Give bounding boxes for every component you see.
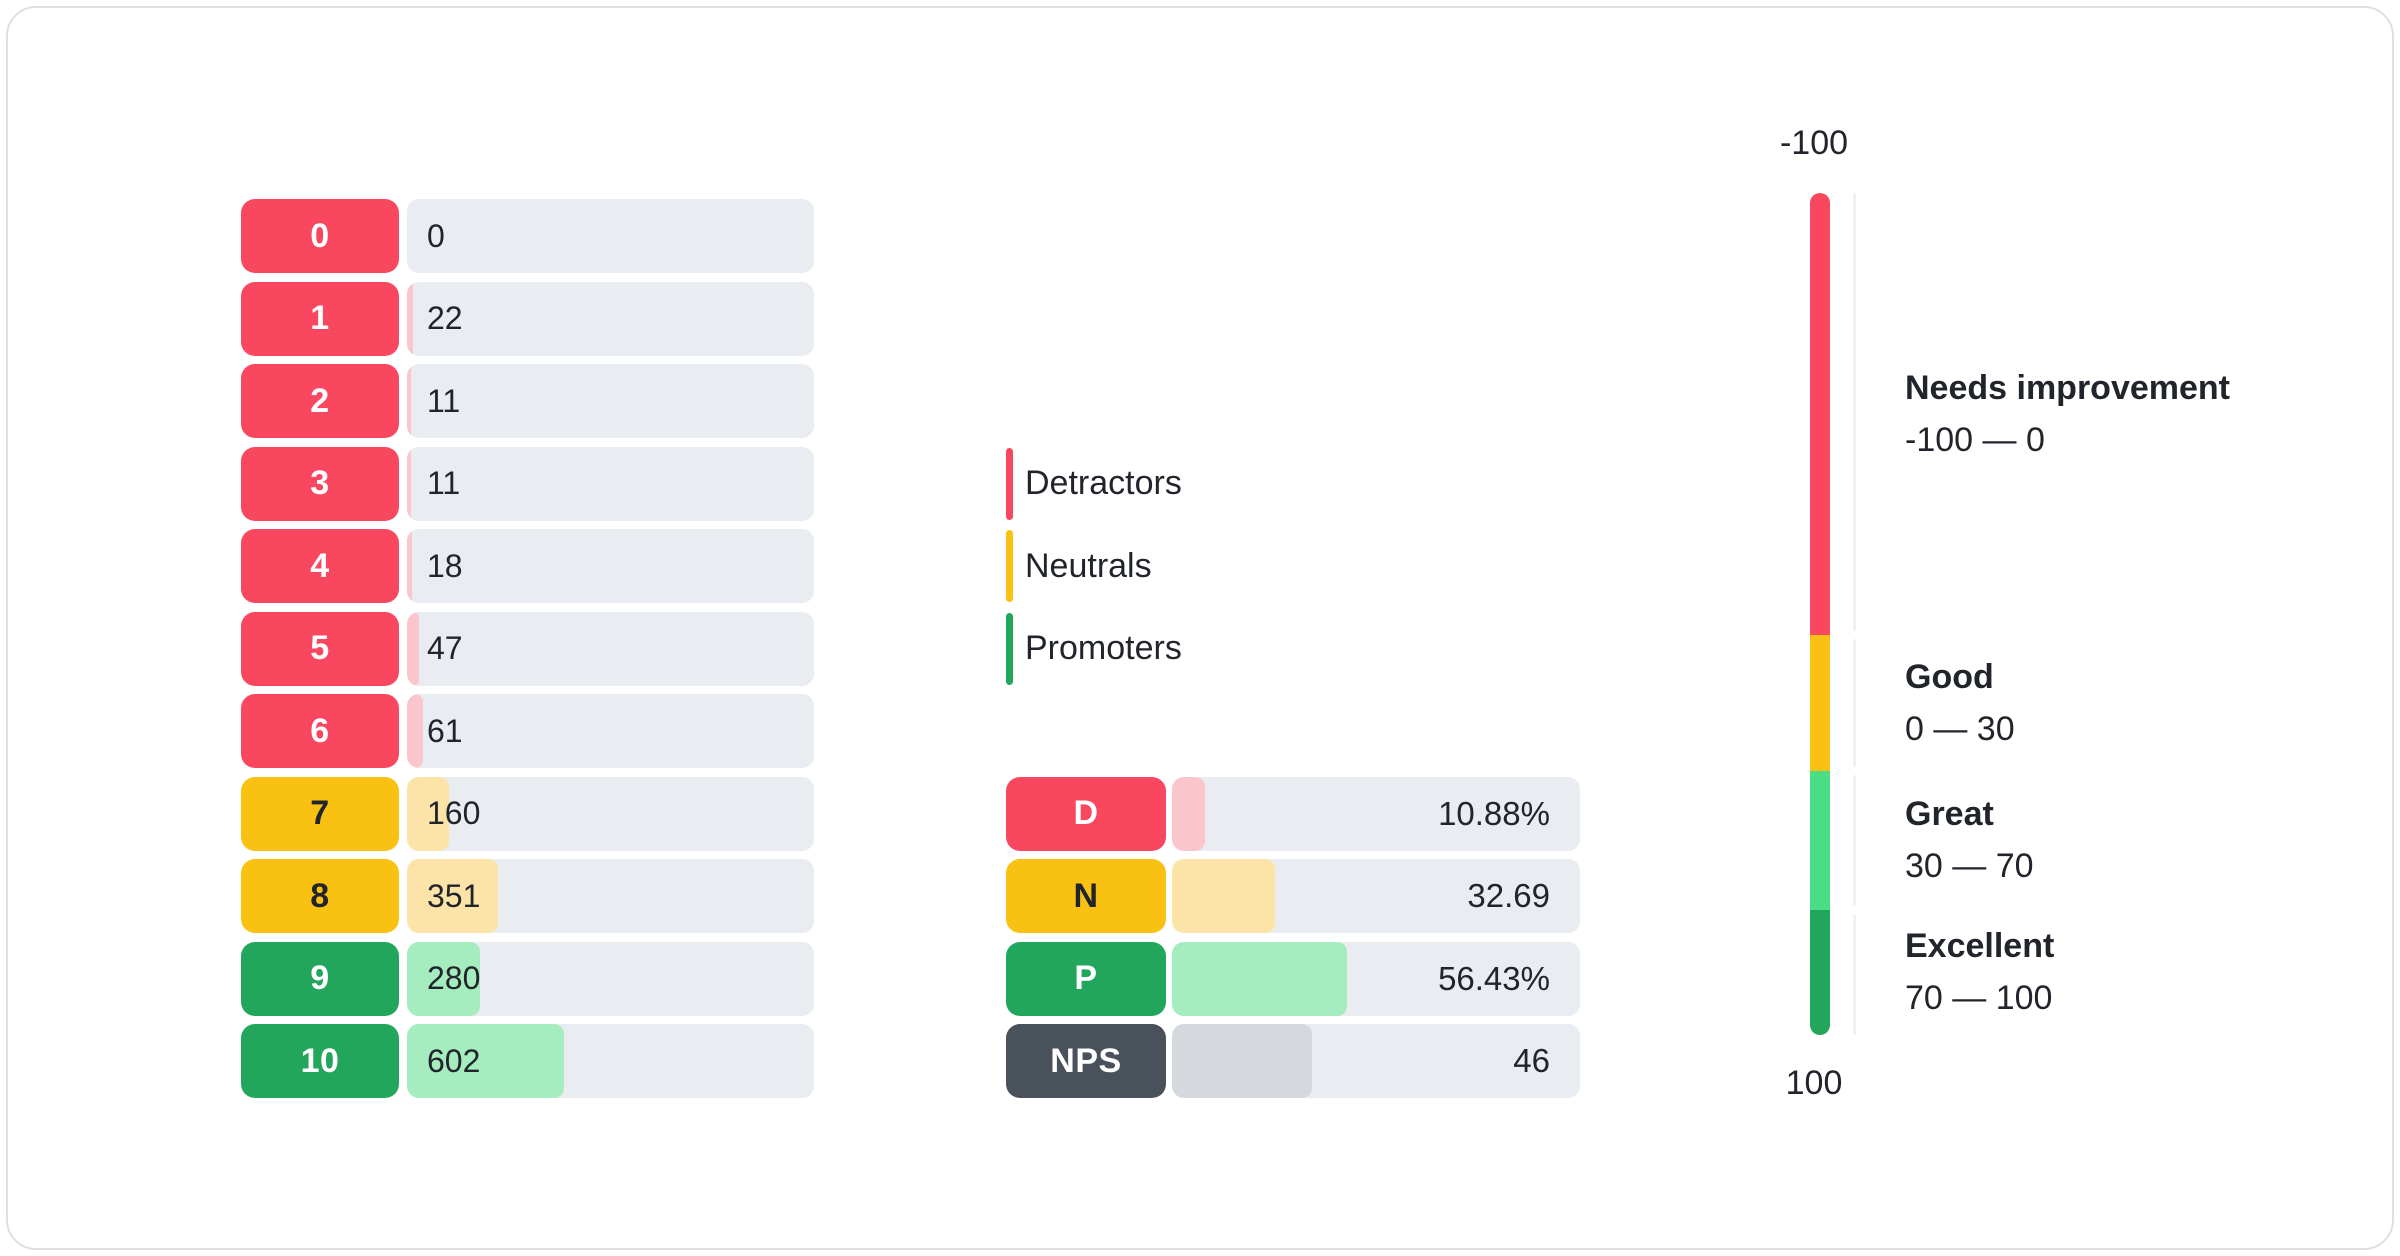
gauge-band-good [1810, 635, 1830, 771]
gauge-rail-segment [1853, 914, 1856, 1035]
nps-widget-card: 0012221131141854766171608351928010602 De… [6, 6, 2394, 1250]
gauge-zone-needs-improvement: Needs improvement -100 — 0 [1905, 366, 2230, 462]
gauge-rail-segment [1853, 775, 1856, 906]
gauge-band-needs-improvement [1810, 193, 1830, 635]
gauge-rail-segment [1853, 639, 1856, 767]
gauge-zone-name: Great [1905, 792, 2034, 836]
gauge-max-label: -100 [1780, 124, 1848, 163]
gauge-zone-good: Good 0 — 30 [1905, 655, 2015, 751]
gauge-zone-name: Excellent [1905, 924, 2054, 968]
gauge-zone-range: -100 — 0 [1905, 418, 2230, 462]
gauge-min-label: 100 [1786, 1064, 1843, 1103]
nps-scale-gauge: -100 100 Needs improvement -100 — 0 Good 0 … [8, 8, 2392, 1248]
gauge-zone-name: Good [1905, 655, 2015, 699]
gauge-zone-great: Great 30 — 70 [1905, 792, 2034, 888]
gauge-zone-range: 0 — 30 [1905, 707, 2015, 751]
gauge-zone-name: Needs improvement [1905, 366, 2230, 410]
gauge-zone-range: 30 — 70 [1905, 844, 2034, 888]
nps-widget-stage: 0012221131141854766171608351928010602 De… [0, 0, 2400, 1256]
gauge-zone-excellent: Excellent 70 — 100 [1905, 924, 2054, 1020]
gauge-band-excellent [1810, 910, 1830, 1035]
gauge-band-great [1810, 771, 1830, 910]
gauge-rail-segment [1853, 193, 1856, 631]
gauge-zone-range: 70 — 100 [1905, 976, 2054, 1020]
